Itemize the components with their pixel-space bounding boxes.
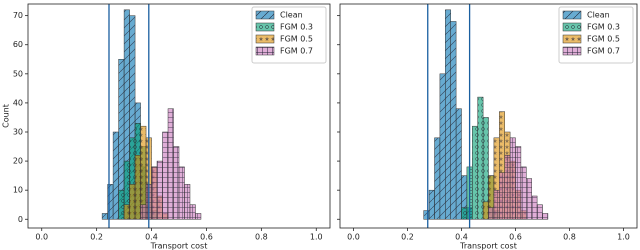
bar-hatch — [151, 166, 158, 220]
bar-hatch — [124, 204, 130, 220]
bar-hatch — [483, 201, 489, 220]
bar-hatch — [483, 117, 489, 220]
bar-hatch — [477, 97, 484, 220]
x-tick-label: 0.4 — [455, 233, 468, 242]
x-tick-label: 0.4 — [145, 233, 158, 242]
axes-frame — [27, 3, 331, 229]
x-tick-label: 0.0 — [35, 233, 48, 242]
bar-hatch — [493, 137, 500, 220]
y-tick-label: 60 — [13, 40, 23, 49]
bar-hatch — [510, 137, 516, 220]
bar-hatch — [504, 155, 511, 220]
legend-label: FGM 0.7 — [587, 47, 620, 56]
bar-hatch — [140, 204, 147, 220]
bar-hatch — [488, 175, 494, 220]
legend: Clean FGM 0.3 FGM 0.5 FGM 0.7 — [558, 6, 634, 64]
bar-hatch — [515, 146, 521, 220]
bar-hatch — [488, 207, 494, 220]
y-tick-label: 70 — [13, 11, 23, 20]
bar-hatch — [129, 184, 136, 220]
legend-label: Clean — [280, 11, 303, 20]
x-tick-label: 0.6 — [200, 233, 213, 242]
bar-hatch — [102, 213, 108, 220]
bar-hatch — [520, 166, 527, 220]
bar-hatch — [439, 73, 446, 220]
x-tick-label: 1.0 — [617, 233, 630, 242]
bar-hatch — [526, 178, 532, 220]
bar-hatch — [499, 172, 505, 220]
x-axis-label: Transport cost — [150, 242, 208, 250]
bar-hatch — [129, 15, 136, 220]
x-tick-label: 0.8 — [563, 233, 576, 242]
bar-hatch — [537, 204, 543, 220]
bar-hatch — [195, 213, 201, 220]
bar-hatch — [179, 166, 185, 220]
bar-hatch — [434, 137, 440, 220]
legend-swatch-hatch — [563, 47, 581, 55]
x-tick-label: 0.2 — [401, 233, 414, 242]
legend-swatch-hatch — [563, 23, 581, 31]
bar-hatch — [499, 111, 505, 220]
bar-hatch — [124, 9, 130, 220]
y-tick-label: 30 — [13, 128, 23, 137]
bar-hatch — [189, 204, 196, 220]
bar-hatch — [184, 184, 190, 220]
bar-hatch — [113, 132, 119, 220]
legend-label: FGM 0.5 — [280, 35, 313, 44]
bar-hatch — [450, 21, 457, 220]
legend-swatch-hatch — [256, 47, 274, 55]
y-tick-label: 40 — [13, 98, 23, 107]
bar-hatch — [124, 161, 130, 220]
bar-hatch — [168, 108, 174, 220]
bar-hatch — [118, 59, 125, 220]
y-tick-label: 0 — [18, 215, 23, 224]
bar-hatch — [135, 155, 141, 220]
legend-label: FGM 0.3 — [280, 23, 313, 32]
bar-hatch — [472, 126, 478, 220]
legend: Clean FGM 0.3 FGM 0.5 FGM 0.7 — [251, 6, 327, 64]
y-tick-label: 20 — [13, 157, 23, 166]
bar-hatch — [157, 161, 163, 220]
legend-label: FGM 0.5 — [587, 35, 620, 44]
bar-hatch — [531, 196, 538, 220]
bar-hatch — [456, 108, 462, 220]
bar-hatch — [129, 137, 136, 220]
x-tick-label: 0.6 — [509, 233, 522, 242]
y-tick-label: 10 — [13, 186, 23, 195]
bar-hatch — [429, 190, 435, 220]
legend-swatch-hatch — [563, 11, 581, 19]
bar-hatch — [173, 146, 179, 220]
bar-hatch — [461, 175, 467, 220]
bar-hatch — [162, 132, 169, 220]
legend-swatch-hatch — [256, 11, 274, 19]
x-tick-label: 0.0 — [347, 233, 360, 242]
axes-frame — [339, 3, 638, 229]
y-axis-label: Count — [2, 104, 11, 128]
x-axis-label: Transport cost — [459, 242, 517, 250]
bar-hatch — [493, 190, 500, 220]
x-tick-label: 0.8 — [255, 233, 268, 242]
legend-swatch-hatch — [563, 35, 581, 43]
panel: 0.0 0.2 0.4 0.6 0.8 1.0 0 10 20 30 40 50 60 70 Transpo… — [2, 3, 331, 250]
bar-hatch — [423, 210, 430, 220]
x-tick-label: 0.2 — [90, 233, 103, 242]
bar-hatch — [118, 190, 125, 220]
bar-hatch — [542, 213, 548, 220]
legend-swatch-hatch — [256, 35, 274, 43]
legend-label: FGM 0.3 — [587, 23, 620, 32]
bar-hatch — [461, 207, 467, 220]
panel: 0.0 0.2 0.4 0.6 0.8 1.0 Transport cost Clean FGM… — [337, 3, 638, 250]
bar-hatch — [107, 184, 114, 220]
legend-label: FGM 0.7 — [280, 47, 313, 56]
bar-hatch — [140, 126, 147, 220]
legend-swatch-hatch — [256, 23, 274, 31]
y-tick-label: 50 — [13, 69, 23, 78]
legend-label: Clean — [587, 11, 610, 20]
bar-hatch — [445, 9, 451, 220]
x-tick-label: 1.0 — [310, 233, 323, 242]
